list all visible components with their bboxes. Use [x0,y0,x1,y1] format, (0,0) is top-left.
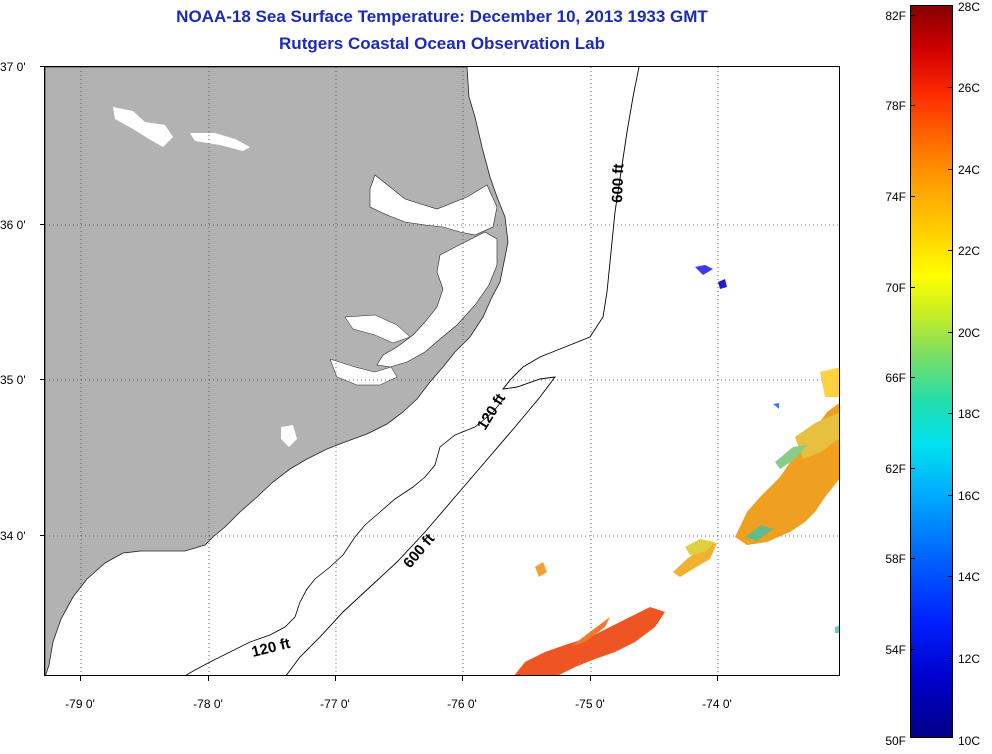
colorbar-tick [948,332,953,333]
colorbar-f-label: 74F [885,190,906,204]
lat-tick [40,224,44,225]
lat-label-36: 36 0' [0,218,26,232]
colorbar-tick [948,658,953,659]
colorbar-tick [948,250,953,251]
lon-label-76: -76 0' [447,697,477,711]
lon-label-79: -79 0' [65,697,95,711]
lat-label-35: 35 0' [0,373,26,387]
lon-tick [80,676,81,681]
pamlico-sound [376,231,498,368]
colorbar-tick [948,169,953,170]
colorbar-tick [910,105,915,106]
lat-tick [40,66,44,67]
colorbar-tick [910,468,915,469]
contour-label-600-south: 600 ft [400,531,438,572]
contour-label-600-north: 600 ft [609,163,627,203]
sst-patch-mid [673,543,717,577]
colorbar-c-label: 16C [958,489,981,503]
colorbar-tick [910,558,915,559]
lon-label-75: -75 0' [575,697,605,711]
sst-patch-south [514,607,665,675]
sst-map: 600 ft 120 ft 600 ft 120 ft [44,66,840,676]
map-title: NOAA-18 Sea Surface Temperature: Decembe… [176,7,708,26]
map-subtitle: Rutgers Coastal Ocean Observation Lab [279,34,605,53]
lon-tick [590,676,591,681]
map-canvas: 600 ft 120 ft 600 ft 120 ft [45,67,839,675]
lon-label-77: -77 0' [320,697,350,711]
neuse-river [329,358,398,386]
temperature-colorbar [910,5,953,738]
lon-tick [462,676,463,681]
graticule [45,67,839,675]
lat-label-37: 37 0' [0,60,26,74]
colorbar-c-label: 20C [958,326,981,340]
lake-cape-fear [281,425,297,447]
lon-label-74: -74 0' [702,697,732,711]
lon-tick [208,676,209,681]
colorbar-f-label: 54F [885,643,906,657]
colorbar-c-label: 26C [958,81,981,95]
colorbar-c-label: 22C [958,244,981,258]
colorbar-f-label: 82F [885,9,906,23]
colorbar-tick [910,649,915,650]
contour-label-120-south: 120 ft [250,635,292,661]
colorbar-f-label: 50F [885,734,906,748]
land-north-carolina [45,67,509,675]
colorbar-tick [910,15,915,16]
lon-tick [717,676,718,681]
colorbar-f-label: 58F [885,552,906,566]
contour-label-120-mid: 120 ft [474,391,509,433]
lat-tick [40,535,44,536]
sst-data-patches [514,265,839,675]
colorbar-c-label: 14C [958,570,981,584]
contour-120ft [185,396,506,675]
colorbar-c-label: 18C [958,407,981,421]
colorbar-tick [910,196,915,197]
colorbar-c-label: 12C [958,652,981,666]
colorbar-tick [948,495,953,496]
colorbar-c-label: 28C [958,0,981,14]
contour-600ft [285,67,640,675]
colorbar-tick [948,413,953,414]
lake-chowan [190,133,250,151]
colorbar-tick [910,377,915,378]
colorbar-f-label: 66F [885,371,906,385]
lon-label-78: -78 0' [193,697,223,711]
colorbar-f-label: 78F [885,99,906,113]
colorbar-c-label: 10C [958,734,981,748]
colorbar-f-label: 70F [885,281,906,295]
colorbar-f-label: 62F [885,462,906,476]
albemarle-sound [369,174,498,236]
colorbar-tick [948,87,953,88]
colorbar-tick [910,287,915,288]
colorbar-c-label: 24C [958,163,981,177]
pamlico-river [344,314,411,344]
lat-tick [40,379,44,380]
lat-label-34: 34 0' [0,529,26,543]
lon-tick [335,676,336,681]
colorbar-tick [948,576,953,577]
lake-north [113,107,173,147]
